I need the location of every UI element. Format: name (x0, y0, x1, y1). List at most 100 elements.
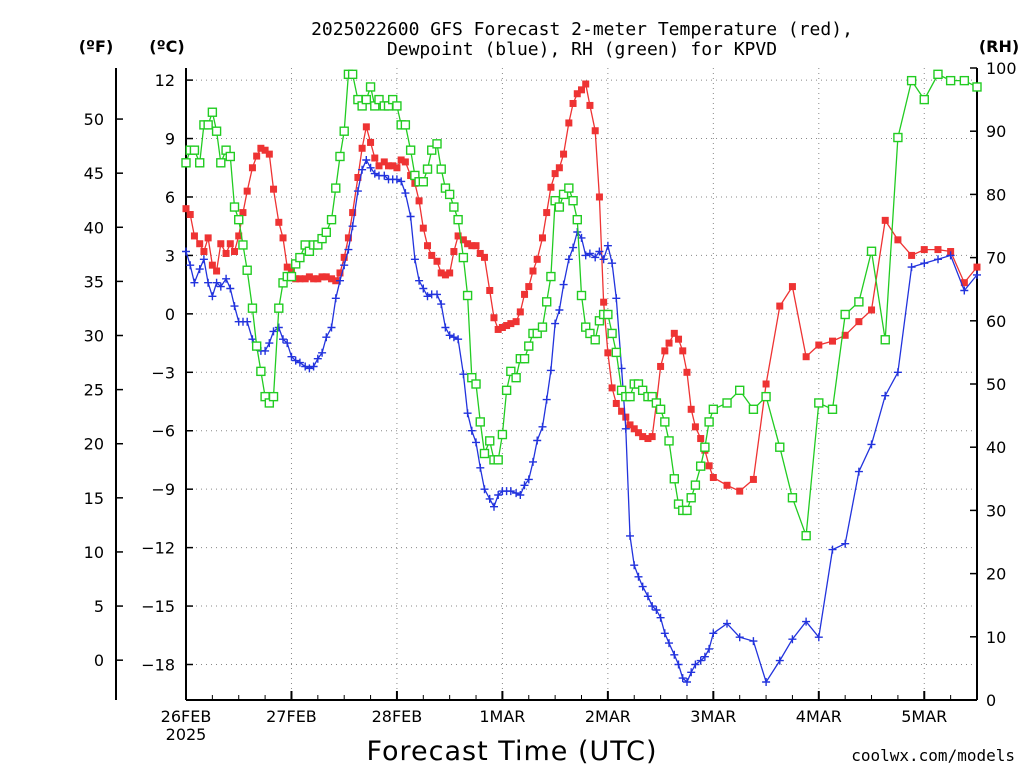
dewpoint-point (516, 491, 525, 499)
rh-point (247, 303, 258, 313)
dewpoint-point (392, 175, 401, 184)
temperature-point (855, 318, 863, 326)
dewpoint-point (454, 335, 463, 344)
temperature-point (441, 271, 449, 279)
chart-title-line1: 2025022600 GFS Forecast 2-meter Temperat… (311, 19, 853, 40)
series-rh (181, 69, 982, 541)
dewpoint-point (814, 633, 823, 642)
dewpoint-point (867, 440, 876, 449)
dewpoint-point (599, 255, 608, 264)
temperature-point (362, 123, 370, 131)
temperature-point (894, 236, 902, 244)
temperature-point (424, 242, 432, 250)
rh-point (321, 227, 331, 238)
dewpoint-point (195, 265, 204, 274)
dewpoint-point (670, 650, 679, 659)
celsius-tick-label: −15 (141, 597, 175, 616)
dewpoint-point (190, 278, 199, 287)
dewpoint-point (934, 255, 942, 264)
rh-tick-label: 30 (986, 501, 1006, 520)
temperature-point (578, 86, 585, 94)
temperature-point (555, 164, 563, 172)
temperature-point (881, 216, 889, 224)
rh-point (501, 385, 512, 396)
temperature-point (287, 267, 295, 275)
dewpoint-point (283, 339, 292, 348)
temperature-point (547, 183, 555, 191)
temperature-point (762, 380, 770, 388)
temperature-point (204, 234, 212, 242)
rh-point (708, 404, 719, 414)
dewpoint-point (309, 362, 318, 371)
temperature-point (665, 339, 673, 347)
fahrenheit-tick-label: 30 (84, 327, 104, 346)
temperature-point (634, 429, 642, 437)
dewpoint-point (274, 323, 283, 332)
dewpoint-point (595, 247, 604, 256)
temperature-point (433, 257, 441, 265)
dewpoint-point (318, 348, 327, 357)
fahrenheit-tick-label: 15 (84, 489, 104, 508)
dewpoint-point (546, 366, 555, 375)
temperature-point (639, 433, 647, 441)
rh-point (655, 404, 666, 414)
rh-tick-label: 50 (986, 375, 1006, 394)
fahrenheit-axis-label: (ºF) (79, 37, 114, 56)
rh-point (181, 158, 191, 168)
rh-point (331, 183, 341, 193)
dewpoint-point (269, 327, 278, 336)
dewpoint-point (652, 606, 661, 614)
rh-tick-label: 10 (986, 628, 1006, 647)
rh-point (866, 246, 877, 256)
dewpoint-point (585, 249, 594, 258)
dewpoint-point (291, 356, 300, 365)
dewpoint-point (182, 247, 190, 256)
temperature-point (494, 325, 502, 333)
temperature-point (612, 399, 620, 407)
dewpoint-point (463, 409, 472, 418)
dewpoint-point (709, 629, 718, 638)
x-axis-title: Forecast Time (UTC) (366, 736, 657, 767)
rh-point (625, 391, 635, 402)
dewpoint-point (397, 177, 406, 186)
rh-tick-label: 100 (986, 59, 1017, 78)
rh-point (546, 271, 556, 282)
rh-point (256, 366, 266, 377)
temperature-point (934, 246, 942, 254)
temperature-point (235, 232, 243, 240)
rh-point (511, 372, 521, 383)
temperature-point (648, 433, 656, 441)
temperature-point (486, 286, 494, 294)
rh-tick-label: 90 (986, 122, 1006, 141)
dewpoint-point (705, 644, 714, 653)
rh-point (295, 252, 305, 263)
dewpoint-point (802, 617, 811, 626)
rh-point (524, 341, 534, 351)
dewpoint-point (973, 270, 981, 279)
dewpoint-point (920, 259, 929, 268)
dewpoint-point (788, 635, 797, 644)
rh-point (695, 461, 706, 471)
dewpoint-point (907, 263, 916, 272)
temperature-point (437, 269, 445, 277)
temperature-point (389, 162, 397, 170)
dewpoint-point (344, 245, 353, 254)
temperature-point (186, 211, 194, 219)
dewpoint-point (723, 619, 731, 628)
temperature-point (367, 138, 375, 146)
temperature-point (248, 164, 256, 172)
dewpoint-point (340, 261, 349, 270)
dewpoint-point (419, 284, 428, 293)
dewpoint-point (735, 633, 744, 642)
temperature-point (697, 435, 705, 443)
dewpoint-point (506, 487, 515, 496)
temperature-point (538, 234, 546, 242)
temperature-point (393, 164, 401, 172)
dewpoint-point (410, 255, 419, 264)
dewpoint-point (630, 561, 639, 570)
dewpoint-point (490, 502, 498, 511)
dewpoint-point (380, 171, 389, 180)
dewpoint-point (313, 354, 322, 363)
dewpoint-point (555, 306, 564, 314)
